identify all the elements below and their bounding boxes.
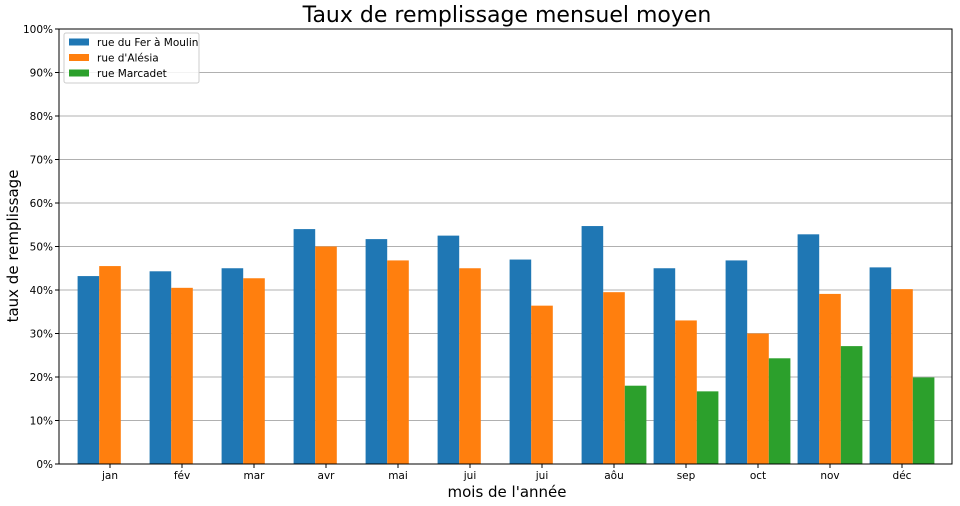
y-tick-label: 90%	[30, 68, 53, 80]
x-tick-label: jan	[101, 470, 118, 482]
bar	[869, 267, 892, 464]
bar	[624, 385, 647, 464]
legend-label: rue du Fer à Moulin	[97, 37, 198, 49]
y-tick-label: 20%	[30, 372, 53, 384]
x-tick-label: mar	[244, 470, 266, 482]
bar	[797, 234, 820, 464]
bar	[77, 276, 100, 464]
y-tick-label: 40%	[30, 285, 53, 297]
legend-label: rue Marcadet	[97, 68, 167, 80]
legend-swatch	[69, 69, 89, 77]
x-tick-label: nov	[820, 470, 839, 482]
x-tick-label: jui	[535, 470, 549, 482]
x-tick-label: oct	[750, 470, 766, 482]
gridlines	[59, 72, 952, 421]
bar	[509, 259, 532, 464]
bar	[912, 377, 935, 464]
bar	[171, 287, 193, 464]
bar	[315, 246, 337, 464]
y-tick-label: 80%	[30, 111, 53, 123]
legend: rue du Fer à Moulin rue d'Alésia rue Marca…	[63, 32, 200, 84]
bar	[387, 260, 409, 464]
bar	[243, 278, 265, 464]
bar	[365, 239, 388, 464]
bar	[437, 235, 460, 464]
chart-title: Taux de remplissage mensuel moyen	[302, 3, 712, 28]
bars	[77, 226, 935, 464]
x-axis-label: mois de l'année	[447, 483, 566, 501]
y-tick-label: 10%	[30, 416, 53, 428]
x-tick-label: fév	[174, 470, 190, 482]
y-tick-label: 60%	[30, 198, 53, 210]
bar	[221, 268, 244, 464]
bar	[149, 271, 172, 464]
y-tick-label: 30%	[30, 329, 53, 341]
bar	[840, 346, 863, 464]
bar	[819, 293, 841, 464]
legend-swatch	[69, 54, 89, 61]
bar	[675, 320, 697, 464]
bar	[293, 229, 316, 464]
y-axis-ticks: 0% 10% 20% 30% 40% 50% 60% 70% 80% 90% 100%	[23, 24, 59, 471]
legend-box	[63, 32, 200, 84]
x-tick-label: sep	[677, 470, 696, 482]
bar	[459, 268, 481, 464]
legend-swatch	[69, 38, 89, 46]
y-tick-label: 0%	[36, 459, 53, 471]
x-tick-label: avr	[318, 470, 336, 482]
y-axis-label: taux de remplissage	[4, 170, 22, 323]
y-tick-label: 50%	[30, 242, 53, 254]
bar	[581, 226, 604, 464]
bar	[653, 268, 676, 464]
y-tick-label: 70%	[30, 155, 53, 167]
bar	[99, 266, 121, 464]
x-tick-label: jui	[463, 470, 477, 482]
bar	[531, 305, 553, 464]
bar	[768, 358, 791, 464]
bar	[603, 292, 625, 464]
x-tick-label: déc	[893, 470, 912, 482]
x-axis-ticks: jan fév mar avr mai jui jui aôu sep oct nov déc	[101, 464, 912, 482]
y-tick-label: 100%	[23, 24, 53, 36]
x-tick-label: aôu	[604, 470, 624, 482]
bar	[725, 260, 748, 464]
x-tick-label: mai	[388, 470, 408, 482]
legend-label: rue d'Alésia	[97, 53, 159, 65]
bar	[696, 391, 719, 464]
bar	[747, 333, 769, 464]
bar	[891, 289, 913, 464]
